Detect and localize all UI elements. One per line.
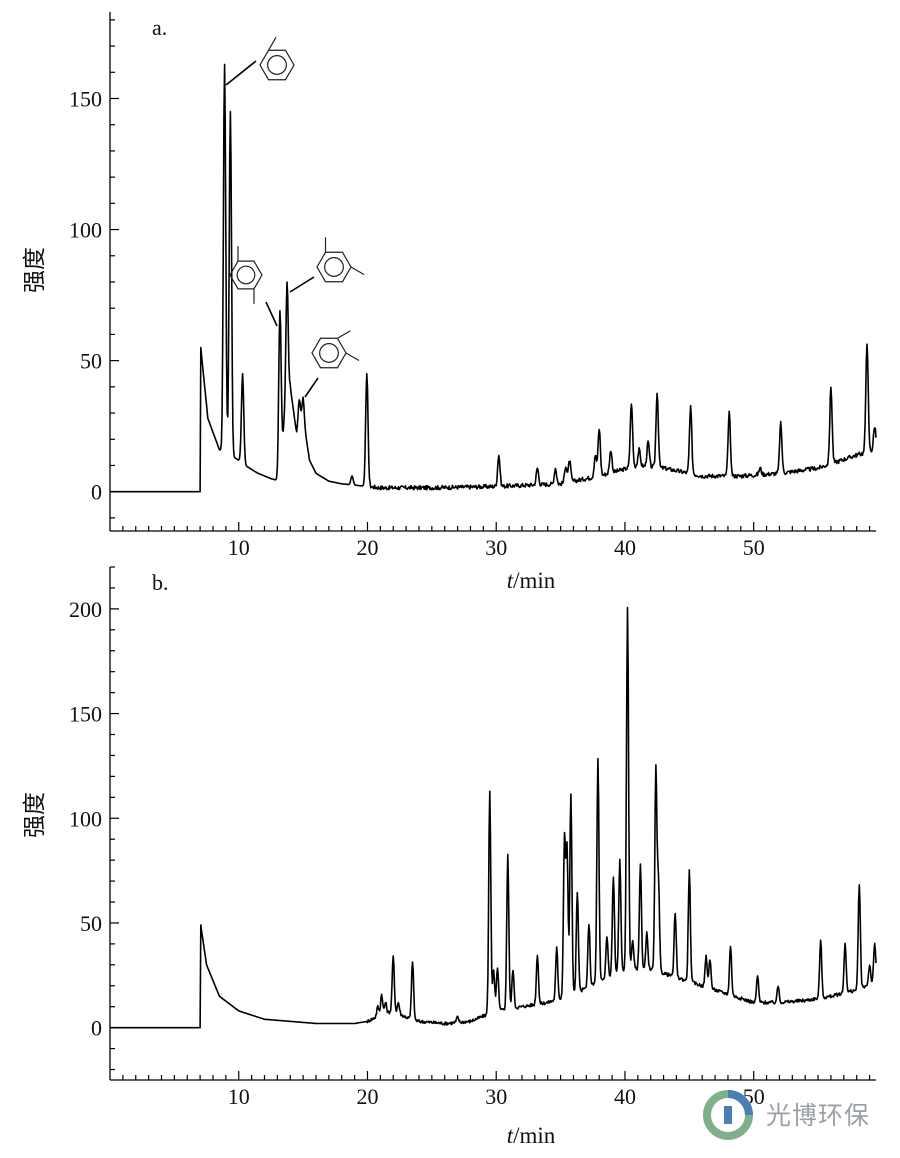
molecule-o-xylene-methyl-bond (337, 330, 351, 339)
molecule-o-xylene-ring (311, 337, 347, 369)
leader-p-xylene (265, 301, 278, 327)
molecule-toluene-ring (259, 49, 295, 81)
x-tick-label: 30 (485, 535, 507, 560)
molecule-m-xylene-aromatic-circle (324, 257, 344, 277)
watermark-text: 光博环保 (766, 1101, 871, 1130)
chromatogram-trace (109, 63, 877, 493)
molecule-o-xylene-aromatic-circle (319, 343, 339, 363)
chromatogram-trace (109, 606, 877, 1029)
x-axis-title-variable: t (507, 568, 514, 593)
y-tick-label: 200 (69, 597, 102, 622)
y-tick-label: 150 (69, 87, 102, 112)
watermark-logo: 光博环保 (700, 1090, 895, 1140)
y-tick-label: 100 (69, 218, 102, 243)
watermark-logo-icon (703, 1090, 753, 1140)
x-axis-title-unit: /min (513, 568, 556, 593)
molecule-m-xylene (316, 237, 365, 283)
x-tick-label: 50 (743, 535, 765, 560)
x-axis-title: t/min (507, 1123, 556, 1148)
x-axis-title-unit: /min (513, 1123, 556, 1148)
molecule-p-xylene (229, 246, 263, 304)
molecule-o-xylene (311, 330, 360, 369)
molecule-m-xylene-methyl-bond (350, 266, 365, 276)
molecule-o-xylene-methyl-bond (345, 352, 360, 362)
molecule-toluene-methyl-bond (267, 36, 277, 51)
x-tick-label: 20 (356, 1084, 378, 1109)
molecule-toluene-aromatic-circle (267, 55, 287, 75)
y-tick-label: 0 (91, 1016, 102, 1041)
panel-label: a. (152, 15, 167, 40)
x-tick-label: 40 (614, 535, 636, 560)
y-axis-title: 强度 (22, 792, 47, 838)
y-tick-label: 0 (91, 480, 102, 505)
x-tick-label: 20 (356, 535, 378, 560)
x-tick-label: 10 (228, 535, 250, 560)
leader-m-xylene (289, 276, 315, 293)
y-tick-label: 50 (80, 349, 102, 374)
leader-toluene (225, 60, 257, 86)
molecule-m-xylene-ring (316, 251, 352, 283)
molecule-p-xylene-ring (229, 260, 263, 290)
x-tick-label: 10 (228, 1084, 250, 1109)
leader-o-xylene (304, 377, 319, 398)
molecule-toluene (259, 36, 295, 81)
chart-panel-a: 10 20 30 40 50 0 50 100 150 t/min 强度 a. (22, 12, 877, 593)
y-tick-label: 150 (69, 702, 102, 727)
x-axis-title: t/min (507, 568, 556, 593)
panel-label: b. (152, 570, 169, 595)
molecule-p-xylene-aromatic-circle (236, 265, 256, 285)
y-tick-label: 100 (69, 806, 102, 831)
y-tick-label: 50 (80, 911, 102, 936)
x-tick-label: 40 (614, 1084, 636, 1109)
x-axis-title-variable: t (507, 1123, 514, 1148)
y-axis-title: 强度 (22, 247, 47, 293)
x-tick-label: 30 (485, 1084, 507, 1109)
